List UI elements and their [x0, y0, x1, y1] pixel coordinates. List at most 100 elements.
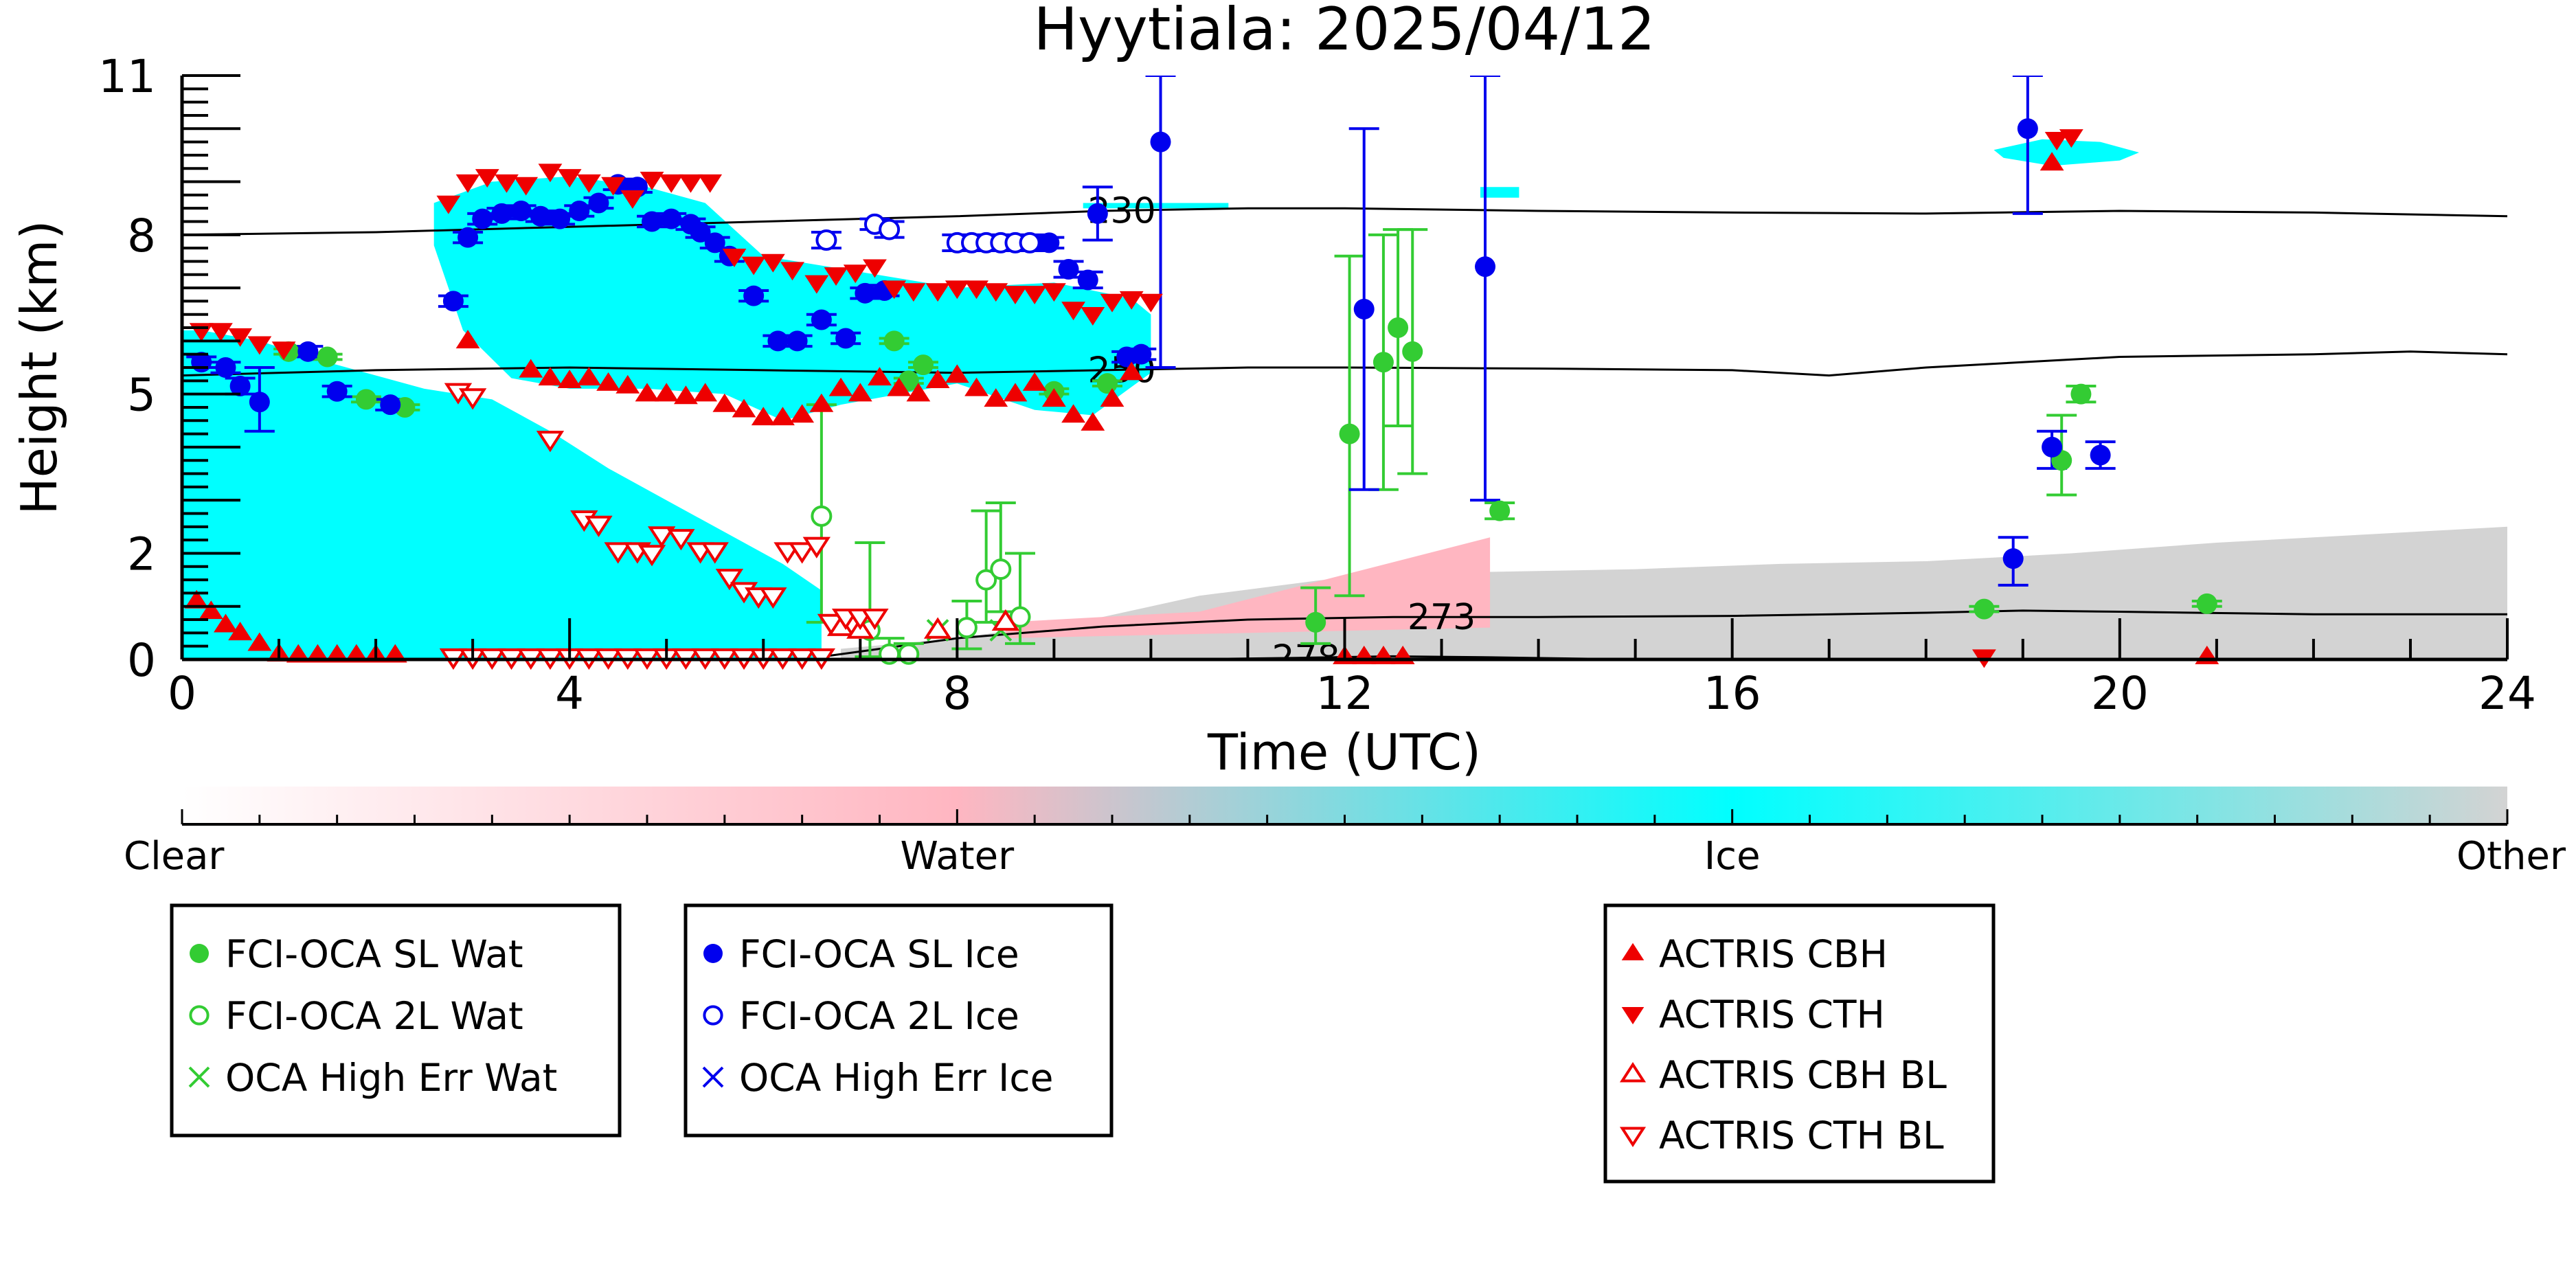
contour-label-273: 273	[1408, 597, 1476, 638]
point-fci-oca-sl-wat	[2196, 593, 2217, 614]
point-actris-cbh	[1100, 388, 1125, 407]
point-fci-oca-sl-ice	[1039, 232, 1060, 253]
point-actris-cbh	[596, 372, 621, 391]
x-tick-label: 12	[1316, 667, 1374, 720]
point-fci-oca-sl-ice	[297, 341, 319, 362]
point-actris-cth	[455, 174, 480, 193]
error-bar	[1005, 552, 1036, 645]
point-fci-oca-sl-ice	[2042, 436, 2063, 457]
point-actris-cth-bl	[637, 545, 666, 567]
point-fci-oca-sl-wat	[1402, 341, 1423, 362]
point-fci-oca-sl-ice	[704, 232, 725, 253]
legend-marker-fci-oca-2l-ice	[703, 1005, 723, 1026]
y-tick-label: 5	[127, 369, 156, 422]
x-tick-label: 16	[1704, 667, 1761, 720]
point-actris-cbh	[654, 383, 679, 402]
colorbar: Clear Water Ice Other	[124, 787, 2566, 879]
point-actris-cbh	[1061, 404, 1086, 423]
point-fci-oca-sl-wat	[1974, 598, 1995, 620]
legend-box-3: ACTRIS CBH ACTRIS CTH ACTRIS CBH BL ACTRIS …	[1603, 903, 1996, 1184]
x-stroke	[188, 1066, 210, 1088]
point-actris-cth	[659, 174, 683, 193]
legend-frame	[683, 903, 1114, 1138]
point-actris-cth	[722, 249, 747, 267]
point-actris-cbh-bl	[991, 609, 1020, 631]
legend-marker-fci-oca-sl-ice	[703, 944, 723, 963]
point-actris-cbh	[228, 622, 253, 641]
point-fci-oca-2l-wat	[1009, 606, 1031, 628]
contour-label-278: 278	[1272, 637, 1340, 679]
colorbar-label-ice: Ice	[1704, 834, 1761, 879]
point-fci-oca-sl-ice	[2017, 118, 2038, 139]
point-actris-cbh	[1119, 361, 1144, 381]
point-actris-cth	[698, 174, 723, 193]
point-actris-cbh	[828, 377, 853, 396]
point-fci-oca-sl-ice	[550, 208, 571, 229]
point-actris-cbh	[925, 370, 950, 389]
point-fci-oca-sl-wat	[1372, 352, 1394, 373]
point-actris-cth	[760, 253, 785, 273]
point-actris-cbh	[615, 374, 640, 394]
point-fci-oca-sl-ice	[530, 205, 551, 227]
point-actris-cth	[1003, 286, 1028, 305]
contour-273	[821, 609, 2507, 658]
ice-region	[182, 330, 822, 659]
y-tick-label: 2	[127, 528, 156, 580]
ice-region	[1083, 203, 1229, 209]
point-actris-cbh	[673, 385, 698, 405]
point-fci-oca-sl-ice	[491, 203, 512, 224]
point-actris-cth	[804, 275, 829, 294]
point-actris-cbh	[712, 393, 737, 412]
point-fci-oca-sl-wat	[1339, 423, 1360, 444]
point-actris-cth	[882, 280, 907, 300]
point-fci-oca-2l-wat	[975, 569, 997, 591]
point-actris-cbh	[906, 383, 931, 402]
point-actris-cth	[640, 171, 664, 190]
point-actris-cth	[679, 174, 703, 193]
point-actris-cbh	[1041, 388, 1066, 407]
point-fci-oca-sl-ice	[510, 201, 532, 222]
point-actris-cth-bl	[788, 542, 816, 564]
other-region	[841, 526, 2507, 659]
point-actris-cbh	[887, 377, 912, 396]
ice-region	[1480, 187, 1519, 198]
point-fci-oca-sl-wat	[1305, 611, 1326, 633]
point-fci-oca-sl-ice	[326, 381, 348, 402]
point-actris-cbh	[455, 330, 480, 349]
contour-250	[182, 350, 2507, 377]
point-actris-cth-bl	[701, 542, 729, 564]
x-tick-label: 20	[2091, 667, 2149, 720]
point-actris-cth	[945, 280, 969, 300]
point-fci-oca-sl-ice	[767, 330, 789, 352]
legend-marker-actris-cbh-bl	[1619, 1062, 1647, 1083]
point-actris-cbh	[1081, 411, 1105, 431]
point-fci-oca-sl-wat	[355, 389, 376, 410]
point-actris-cth	[228, 328, 253, 347]
legend-marker-fci-oca-2l-wat	[189, 1005, 210, 1026]
point-fci-oca-sl-ice	[442, 291, 464, 312]
point-actris-cbh	[868, 367, 892, 386]
error-bar	[971, 509, 1002, 624]
point-actris-cth-bl	[667, 529, 695, 551]
point-actris-cbh	[984, 388, 1008, 407]
point-fci-oca-sl-ice	[1077, 269, 1098, 291]
error-bar	[2012, 76, 2043, 215]
point-fci-oca-sl-ice	[811, 309, 832, 330]
point-actris-cth	[620, 190, 645, 209]
point-fci-oca-2l-ice	[815, 229, 837, 251]
point-actris-cth-bl	[715, 569, 744, 591]
legend-label-fci-oca-2l-ice: FCI-OCA 2L Ice	[739, 994, 1019, 1038]
point-fci-oca-sl-wat	[912, 354, 934, 376]
point-actris-cth	[247, 336, 272, 355]
point-fci-oca-sl-ice	[588, 192, 609, 214]
point-fci-oca-sl-ice	[661, 208, 682, 229]
contour-230	[182, 207, 2507, 236]
point-actris-cth	[984, 283, 1008, 302]
point-fci-oca-sl-ice	[787, 330, 808, 352]
legend-label-actris-cbh: ACTRIS CBH	[1659, 932, 1888, 976]
point-actris-cbh	[790, 404, 815, 423]
point-actris-cbh	[1022, 372, 1047, 391]
point-fci-oca-sl-ice	[1150, 131, 1171, 152]
point-fci-oca-sl-ice	[1058, 259, 1079, 280]
